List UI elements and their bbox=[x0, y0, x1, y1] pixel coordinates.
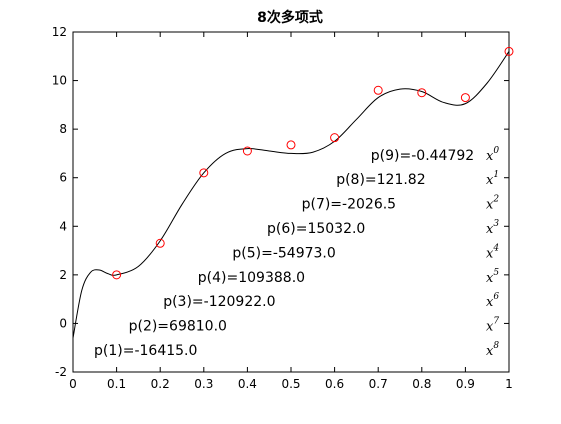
power-label: x8 bbox=[486, 341, 499, 359]
y-tick-label: 0 bbox=[59, 316, 67, 330]
y-tick-label: -2 bbox=[55, 365, 67, 379]
y-tick-label: 12 bbox=[52, 25, 67, 39]
x-tick-label: 1 bbox=[505, 377, 513, 391]
x-tick-label: 0.2 bbox=[151, 377, 170, 391]
y-tick-label: 2 bbox=[59, 268, 67, 282]
power-label: x6 bbox=[486, 292, 499, 310]
coefficient-label: p(5)=-54973.0 bbox=[232, 245, 335, 261]
data-point bbox=[330, 133, 340, 143]
coefficient-label: p(9)=-0.44792 bbox=[371, 148, 474, 164]
coefficient-label: p(2)=69810.0 bbox=[129, 319, 227, 335]
coefficient-label: p(3)=-120922.0 bbox=[163, 294, 275, 310]
coefficient-label: p(7)=-2026.5 bbox=[302, 197, 397, 213]
data-point bbox=[286, 140, 296, 150]
coefficient-label: p(1)=-16415.0 bbox=[94, 343, 197, 359]
data-point bbox=[242, 146, 252, 156]
power-label: x2 bbox=[486, 195, 499, 213]
power-label: x5 bbox=[486, 268, 499, 286]
data-point bbox=[112, 270, 122, 280]
data-point bbox=[460, 93, 470, 103]
coefficient-label: p(4)=109388.0 bbox=[198, 270, 305, 286]
y-tick-label: 4 bbox=[59, 219, 67, 233]
data-point bbox=[199, 168, 209, 178]
power-label: x1 bbox=[486, 170, 499, 188]
fit-curve-line bbox=[72, 51, 510, 339]
x-tick-label: 0.6 bbox=[325, 377, 344, 391]
y-tick-label: 10 bbox=[52, 74, 67, 88]
power-label: x4 bbox=[486, 243, 499, 261]
y-tick-label: 6 bbox=[59, 171, 67, 185]
power-label: x3 bbox=[486, 219, 499, 237]
x-tick-label: 0.9 bbox=[456, 377, 475, 391]
coefficient-label: p(6)=15032.0 bbox=[267, 221, 365, 237]
power-label: x0 bbox=[486, 146, 499, 164]
data-point bbox=[417, 88, 427, 98]
coefficient-label: p(8)=121.82 bbox=[336, 172, 425, 188]
x-tick-label: 0.3 bbox=[194, 377, 213, 391]
x-tick-label: 0.5 bbox=[281, 377, 300, 391]
x-tick-label: 0.4 bbox=[238, 377, 257, 391]
data-point bbox=[373, 85, 383, 95]
x-tick-label: 0.8 bbox=[412, 377, 431, 391]
x-tick-label: 0.7 bbox=[369, 377, 388, 391]
data-point bbox=[155, 238, 165, 248]
x-tick-label: 0 bbox=[69, 377, 77, 391]
x-tick-label: 0.1 bbox=[107, 377, 126, 391]
chart-title: 8次多项式 bbox=[257, 9, 323, 26]
data-point bbox=[504, 46, 514, 56]
y-tick-label: 8 bbox=[59, 122, 67, 136]
power-label: x7 bbox=[486, 317, 499, 335]
